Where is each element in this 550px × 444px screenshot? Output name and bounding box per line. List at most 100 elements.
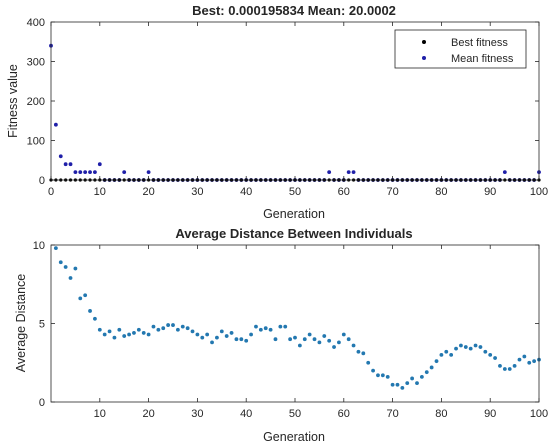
fitness-plot-box	[50, 21, 540, 181]
distance-point	[244, 338, 249, 343]
distance-point	[83, 293, 88, 298]
fitness-plot: Best: 0.000195834 Mean: 20.0002 Generati…	[6, 3, 548, 221]
distance-point	[180, 324, 185, 329]
distance-point	[449, 353, 454, 357]
fitness-plot-xlabel: Generation	[263, 207, 325, 221]
fitness-point	[122, 170, 127, 175]
distance-point	[63, 265, 68, 269]
fitness-point	[63, 162, 68, 167]
distance-point	[366, 360, 371, 365]
legend-box	[394, 29, 527, 69]
distance-point	[88, 309, 92, 313]
distance-point	[498, 363, 502, 368]
distance-point	[512, 363, 517, 368]
distance-xtick-label: 20	[142, 408, 154, 420]
distance-point	[215, 335, 219, 340]
legend-label: Mean fitness	[451, 53, 514, 65]
distance-point	[410, 376, 415, 381]
distance-point	[327, 338, 332, 343]
distance-point	[517, 357, 522, 362]
distance-point	[307, 332, 312, 337]
distance-point	[190, 329, 195, 334]
fitness-point	[68, 162, 73, 167]
distance-point	[141, 331, 146, 335]
distance-point	[239, 337, 244, 342]
distance-point	[502, 367, 507, 371]
distance-point	[483, 349, 488, 354]
distance-point	[229, 331, 234, 335]
distance-point	[171, 323, 175, 327]
distance-plot-ylabel: Average Distance	[14, 274, 28, 372]
distance-xtick-label: 70	[386, 408, 398, 420]
distance-point	[268, 327, 273, 332]
distance-plot-xlabel: Generation	[263, 430, 325, 444]
fitness-point	[58, 154, 63, 159]
distance-point	[527, 360, 532, 365]
distance-xtick-label: 40	[240, 408, 252, 420]
distance-point	[293, 335, 297, 340]
distance-point	[361, 351, 366, 356]
distance-point	[439, 353, 444, 357]
distance-point	[454, 346, 458, 351]
distance-point	[117, 327, 122, 332]
distance-point	[234, 337, 239, 342]
distance-point	[97, 327, 102, 332]
distance-point	[219, 329, 224, 334]
fitness-point	[327, 170, 332, 175]
distance-point	[58, 260, 63, 265]
distance-point	[478, 345, 483, 349]
distance-plot-marks	[53, 246, 541, 390]
distance-point	[185, 326, 190, 331]
distance-point	[68, 276, 73, 280]
fitness-point	[502, 170, 507, 175]
distance-xtick-label: 10	[94, 408, 106, 420]
distance-point	[175, 327, 180, 332]
distance-point	[337, 340, 341, 345]
distance-point	[459, 343, 463, 348]
fitness-xtick-label: 50	[289, 186, 301, 198]
distance-point	[346, 337, 351, 342]
distance-point	[166, 323, 171, 327]
distance-ytick-label: 5	[39, 319, 45, 331]
distance-point	[507, 367, 512, 371]
fitness-xtick-label: 80	[435, 186, 447, 198]
distance-point	[356, 349, 361, 354]
fitness-xtick-label: 60	[338, 186, 350, 198]
distance-plot-box	[50, 244, 540, 403]
distance-point	[380, 373, 385, 378]
fitness-plot-frame	[50, 21, 540, 181]
fitness-xtick-label: 90	[484, 186, 496, 198]
distance-point	[73, 266, 78, 271]
distance-point	[195, 332, 200, 337]
distance-point	[122, 334, 127, 338]
fitness-xtick-label: 100	[530, 186, 548, 198]
distance-point	[132, 331, 136, 335]
fitness-ytick-label: 0	[39, 175, 45, 187]
fitness-plot-ticks: 0 10 20 30 40 50 60 70 80 90 100 0 100 200 300 400	[27, 17, 549, 198]
distance-point	[322, 334, 327, 338]
distance-point	[415, 381, 419, 386]
fitness-xtick-label: 0	[48, 186, 54, 198]
distance-xtick-label: 100	[530, 408, 548, 420]
distance-xtick-label: 60	[338, 408, 350, 420]
distance-ytick-label: 10	[33, 240, 45, 252]
distance-point	[53, 246, 58, 251]
distance-point	[424, 370, 429, 375]
fitness-xtick-label: 10	[94, 186, 106, 198]
distance-point	[332, 345, 336, 349]
fitness-point	[73, 170, 78, 175]
fitness-point	[93, 170, 97, 175]
fitness-point	[351, 170, 356, 175]
distance-point	[376, 373, 380, 378]
distance-point	[146, 332, 151, 337]
distance-point	[93, 316, 97, 321]
distance-xtick-label: 50	[289, 408, 301, 420]
fitness-point	[88, 170, 92, 175]
fitness-ytick-label: 200	[27, 96, 45, 108]
distance-point	[468, 346, 473, 351]
distance-point	[400, 385, 405, 390]
distance-point	[444, 349, 449, 354]
distance-point	[249, 332, 253, 337]
distance-point	[341, 332, 346, 337]
